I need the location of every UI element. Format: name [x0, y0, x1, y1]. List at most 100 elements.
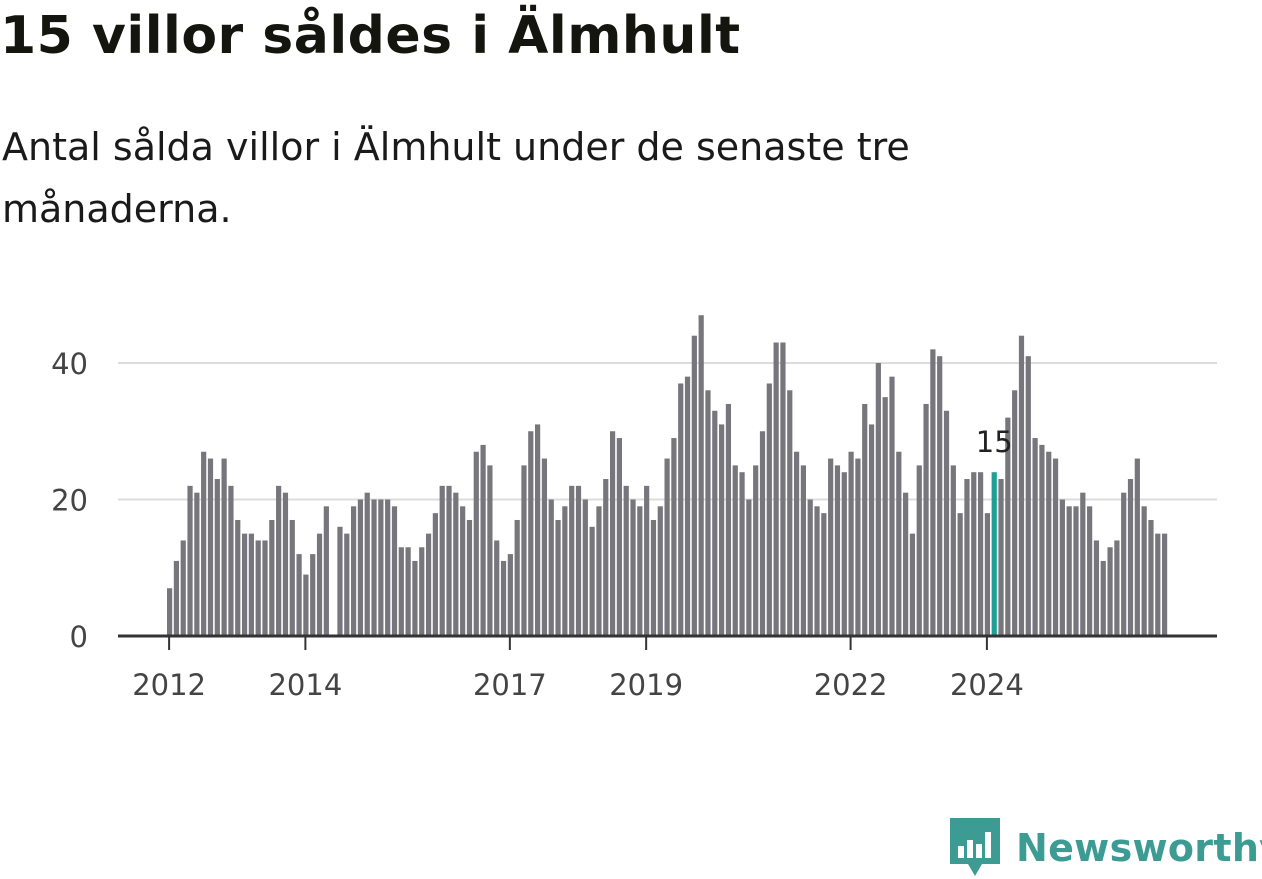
bar	[596, 506, 602, 636]
bar	[385, 499, 391, 636]
bar	[828, 458, 834, 636]
bar	[480, 444, 486, 636]
bar	[473, 451, 479, 637]
bar	[834, 465, 841, 637]
bar	[984, 513, 990, 636]
bar	[316, 533, 323, 637]
bar	[739, 472, 745, 636]
bar	[1087, 506, 1093, 636]
latest-value-label: 15	[976, 425, 1013, 459]
bar	[378, 499, 384, 636]
bar	[1148, 519, 1154, 637]
bar	[923, 403, 929, 636]
bar	[1039, 444, 1045, 636]
x-tick-label: 2017	[473, 668, 547, 702]
bar	[603, 479, 609, 636]
bar	[1141, 506, 1147, 636]
bar	[432, 513, 438, 636]
bar	[943, 410, 950, 636]
bar	[575, 485, 582, 636]
bar	[344, 533, 350, 637]
bar	[582, 499, 588, 636]
bar	[725, 403, 732, 636]
brand-name: Newsworthy	[1016, 826, 1262, 870]
bar	[514, 519, 520, 637]
bar	[460, 506, 466, 636]
bar	[937, 356, 943, 636]
bar	[1114, 540, 1120, 636]
bar	[201, 451, 207, 637]
bar	[773, 342, 779, 636]
bar	[255, 540, 261, 636]
bar	[248, 533, 254, 637]
bar	[637, 506, 643, 636]
bar	[453, 492, 459, 636]
bar	[187, 485, 193, 636]
bar	[528, 431, 534, 636]
bar	[691, 335, 697, 636]
bar	[323, 506, 329, 636]
bar	[909, 533, 916, 637]
bar	[1093, 540, 1100, 636]
bar	[1066, 506, 1072, 636]
bar	[1012, 390, 1018, 636]
bar	[494, 540, 500, 636]
bar	[1018, 335, 1025, 636]
bar	[425, 533, 432, 637]
bar	[310, 554, 316, 636]
bar	[228, 485, 234, 636]
bar	[337, 526, 343, 636]
x-tick-label: 2019	[609, 668, 683, 702]
bar	[419, 547, 425, 636]
bar	[446, 485, 452, 636]
x-tick-label: 2014	[268, 668, 342, 702]
bar	[487, 465, 493, 637]
bar	[889, 376, 895, 636]
bars	[167, 315, 1168, 637]
chart-subtitle: Antal sålda villor i Älmhult under de se…	[2, 125, 910, 231]
y-tick-label: 0	[70, 620, 88, 654]
bar	[609, 431, 616, 636]
y-tick-label: 20	[51, 484, 88, 518]
bar	[1127, 479, 1134, 636]
x-tick-label: 2024	[950, 668, 1024, 702]
bar	[848, 451, 854, 637]
newsworthy-logo: Newsworthy	[950, 818, 1262, 878]
bar	[882, 397, 888, 637]
bar	[678, 383, 684, 637]
bar	[466, 519, 473, 637]
bar	[1121, 492, 1127, 636]
bar	[371, 499, 377, 636]
bar	[630, 499, 636, 636]
bar	[623, 485, 629, 636]
bar	[719, 424, 725, 636]
bar	[698, 315, 704, 636]
x-tick-label: 2012	[132, 668, 206, 702]
highlighted-bar	[991, 472, 997, 636]
bar	[807, 499, 813, 636]
bar	[303, 574, 309, 637]
bar	[800, 465, 806, 637]
bar	[364, 492, 370, 636]
bar	[1032, 438, 1038, 636]
bar	[173, 560, 180, 636]
bar	[562, 506, 568, 636]
bar	[712, 410, 718, 636]
bar	[521, 465, 527, 637]
x-axis	[118, 634, 1217, 650]
bar	[732, 465, 738, 637]
bar	[262, 540, 268, 636]
bar	[705, 390, 711, 636]
bar	[896, 451, 902, 637]
bar	[296, 554, 302, 636]
bar	[862, 403, 868, 636]
bar	[1073, 506, 1079, 636]
bar	[282, 492, 289, 636]
x-tick-label: 2022	[814, 668, 888, 702]
bar	[357, 499, 364, 636]
bar	[753, 465, 759, 637]
bar	[541, 458, 548, 636]
bar	[167, 588, 173, 636]
bar	[241, 533, 248, 637]
